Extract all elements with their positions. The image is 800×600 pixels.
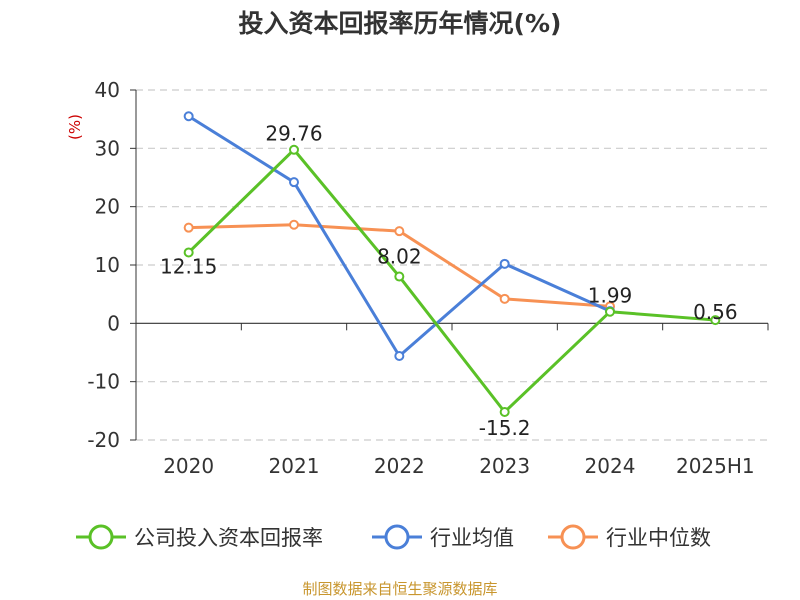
series-lines — [183, 111, 721, 417]
data-labels: 12.15 29.76 8.02 -15.2 1.99 0.56 — [160, 122, 738, 440]
x-tick-label: 2024 — [585, 454, 636, 478]
data-point — [183, 111, 194, 122]
legend-label: 公司投入资本回报率 — [134, 526, 323, 550]
y-tick-label: -10 — [87, 370, 120, 394]
chart-title: 投入资本回报率历年情况(%) — [238, 9, 562, 38]
data-point — [394, 271, 405, 282]
legend-label: 行业均值 — [430, 526, 514, 550]
y-tick-label: -20 — [87, 428, 120, 452]
data-label: -15.2 — [479, 416, 531, 440]
x-tick-label: 2022 — [374, 454, 425, 478]
legend: 公司投入资本回报率 行业均值 行业中位数 — [76, 524, 711, 550]
axes: 40 30 20 10 0 -10 -20 2020 2021 2022 2023 2024 2025H… — [66, 78, 769, 478]
legend-marker — [384, 524, 410, 550]
y-tick-label: 30 — [95, 136, 120, 160]
y-tick-label: 0 — [107, 311, 120, 335]
data-label: 29.76 — [265, 122, 322, 146]
y-tick-label: 40 — [95, 78, 120, 102]
data-label: 8.02 — [377, 245, 422, 269]
data-point — [289, 144, 299, 155]
data-point — [499, 407, 510, 417]
data-point — [605, 306, 615, 317]
legend-label: 行业中位数 — [606, 526, 711, 550]
data-point — [394, 226, 405, 237]
data-point — [289, 219, 299, 230]
data-label: 0.56 — [693, 300, 738, 324]
x-tick-label: 2021 — [269, 454, 320, 478]
y-tick-label: 10 — [95, 253, 120, 277]
data-point — [710, 315, 721, 326]
data-point — [183, 247, 194, 258]
x-tick-label: 2025H1 — [676, 454, 755, 478]
data-label: 1.99 — [588, 284, 633, 308]
data-point — [394, 351, 405, 361]
legend-marker — [560, 524, 586, 550]
source-note: 制图数据来自恒生聚源数据库 — [302, 580, 498, 598]
data-point — [499, 258, 510, 269]
data-label: 12.15 — [160, 254, 217, 278]
y-tick-label: 20 — [95, 195, 120, 219]
y-axis-label: (%) — [66, 114, 84, 140]
legend-marker — [88, 524, 114, 550]
x-tick-label: 2020 — [163, 454, 214, 478]
data-point — [183, 222, 194, 233]
x-tick-label: 2023 — [479, 454, 530, 478]
series-line — [187, 148, 716, 414]
data-point — [289, 177, 299, 188]
data-point — [499, 293, 510, 304]
